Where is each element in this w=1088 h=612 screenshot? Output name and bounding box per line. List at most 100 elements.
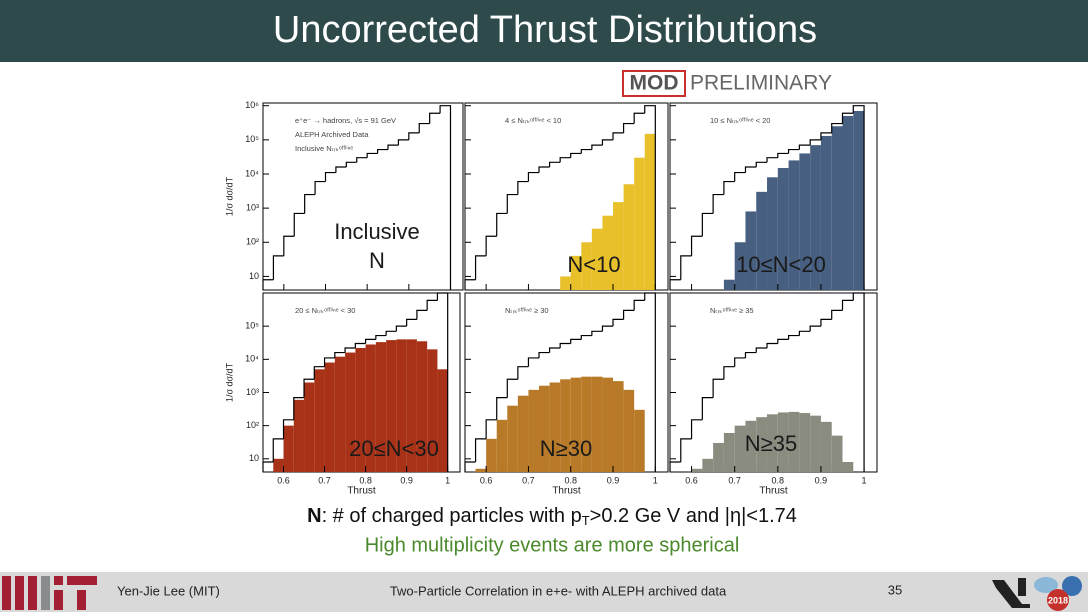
histogram-outline xyxy=(787,334,800,340)
histogram-bin xyxy=(324,362,335,472)
histogram-outline xyxy=(841,112,854,124)
histogram-outline xyxy=(570,338,582,344)
histogram-outline xyxy=(841,299,854,311)
histogram-outline xyxy=(644,292,656,472)
histogram-panel: 4 ≤ Nₜᵣₖᵒᶠᶠˡⁱⁿᵉ < 10 N<10 xyxy=(464,102,669,291)
histogram-outline xyxy=(690,419,703,439)
histogram-outline xyxy=(755,161,768,168)
histogram-outline xyxy=(798,330,811,336)
histogram-bin xyxy=(486,438,497,472)
histogram-bin xyxy=(777,167,789,290)
histogram-outline xyxy=(335,166,347,173)
histogram-outline xyxy=(612,132,624,140)
x-tick-label: 1 xyxy=(445,475,450,485)
y-tick-label: 10³ xyxy=(246,387,259,397)
histogram-outline xyxy=(314,180,326,195)
y-tick-label: 10 xyxy=(249,453,259,463)
panel-annotation: 10 ≤ Nₜᵣₖᵒᶠᶠˡⁱⁿᵉ < 20 xyxy=(710,116,770,125)
x-tick-label: 0.7 xyxy=(728,475,741,485)
histogram-bin xyxy=(820,135,832,290)
y-tick-label: 10³ xyxy=(246,203,259,213)
caption-text: : # of charged particles with p xyxy=(322,505,582,527)
histogram-outline xyxy=(570,152,582,158)
page-number: 35 xyxy=(888,582,902,597)
panel-label: N≥30 xyxy=(540,436,592,461)
histogram-outline xyxy=(527,171,540,182)
y-tick-label: 10⁴ xyxy=(245,354,259,364)
x-tick-label: 1 xyxy=(862,475,867,485)
y-tick-label: 10⁵ xyxy=(245,321,259,331)
histogram-outline xyxy=(387,144,399,150)
histogram-bin xyxy=(355,347,366,472)
logo-mod: MOD xyxy=(630,72,679,95)
histogram-bin xyxy=(427,349,438,472)
histogram-outline xyxy=(366,152,378,158)
histogram-outline xyxy=(809,325,821,332)
histogram-outline xyxy=(464,461,476,472)
mit-logo xyxy=(2,576,97,610)
histogram-bin xyxy=(496,419,508,472)
histogram-bin xyxy=(602,377,614,472)
histogram-outline xyxy=(852,292,865,472)
histogram-bin xyxy=(820,421,832,472)
histogram-panel: 0.6 0.7 0.8 0.9 1 Thrust Nₜᵣₖᵒᶠᶠˡⁱⁿᵉ ≥ 35 N≥35 xyxy=(669,292,878,497)
y-tick-label: 10⁴ xyxy=(245,168,259,178)
histogram-bin xyxy=(396,339,407,472)
histogram-outline xyxy=(633,112,645,124)
histogram-outline xyxy=(323,357,335,367)
histogram-outline xyxy=(506,193,518,214)
histogram-bin xyxy=(581,376,592,472)
histogram-outline xyxy=(293,397,305,420)
histogram-bin xyxy=(723,432,735,472)
histogram-bin xyxy=(560,379,571,472)
panel-label: N xyxy=(369,248,385,273)
histogram-outline xyxy=(313,366,325,380)
histogram-outline xyxy=(283,235,295,256)
highlight: High multiplicity events are more spheri… xyxy=(365,534,740,556)
histogram-outline xyxy=(755,347,768,353)
histogram-outline xyxy=(485,235,497,256)
footer-bar xyxy=(0,572,1088,612)
histogram-bin xyxy=(634,409,645,472)
histogram-outline xyxy=(334,351,346,358)
x-axis-title: Thrust xyxy=(347,486,376,497)
histogram-bin xyxy=(345,352,356,472)
panel-annotation: Inclusive Nₜᵣₖᵒᶠᶠˡⁱⁿᵉ xyxy=(295,144,353,153)
histogram-bin xyxy=(386,340,397,472)
histogram-outline xyxy=(701,212,714,237)
histogram-outline xyxy=(272,438,284,463)
histogram-bin xyxy=(734,425,746,472)
histogram-outline xyxy=(538,351,550,358)
histogram-outline xyxy=(601,139,614,146)
caption-text: >0.2 Ge V and |η|<1.74 xyxy=(590,505,797,527)
histogram-bin xyxy=(507,405,518,472)
histogram-outline xyxy=(397,139,409,146)
panel-annotation: 20 ≤ Nₜᵣₖᵒᶠᶠˡⁱⁿᵉ < 30 xyxy=(295,306,355,315)
histogram-outline xyxy=(548,347,561,353)
histogram-bin xyxy=(810,415,821,472)
histogram-bin xyxy=(788,411,800,472)
histogram-bin xyxy=(756,191,768,290)
histogram-bin xyxy=(745,420,757,472)
histogram-outline xyxy=(517,366,529,380)
histogram-outline xyxy=(356,157,368,163)
histogram-outline xyxy=(375,334,387,340)
histogram-outline xyxy=(354,342,366,348)
histogram-outline xyxy=(385,330,397,336)
histogram-outline xyxy=(559,342,571,348)
histogram-bin xyxy=(602,215,614,290)
histogram-bin xyxy=(437,369,448,472)
histogram-outline xyxy=(548,161,561,168)
histogram-bin xyxy=(777,412,789,472)
x-axis-title: Thrust xyxy=(759,486,788,497)
histogram-outline xyxy=(580,148,592,154)
y-axis-title: 1/σ dσ/dT xyxy=(224,362,234,402)
histogram-bin xyxy=(810,145,821,290)
histogram-bin xyxy=(644,133,656,290)
histogram-bin xyxy=(528,389,540,472)
slide-title: Uncorrected Thrust Distributions xyxy=(273,9,817,51)
histogram-bin xyxy=(734,242,746,290)
x-axis-title: Thrust xyxy=(552,486,581,497)
histogram-bin xyxy=(375,342,387,472)
